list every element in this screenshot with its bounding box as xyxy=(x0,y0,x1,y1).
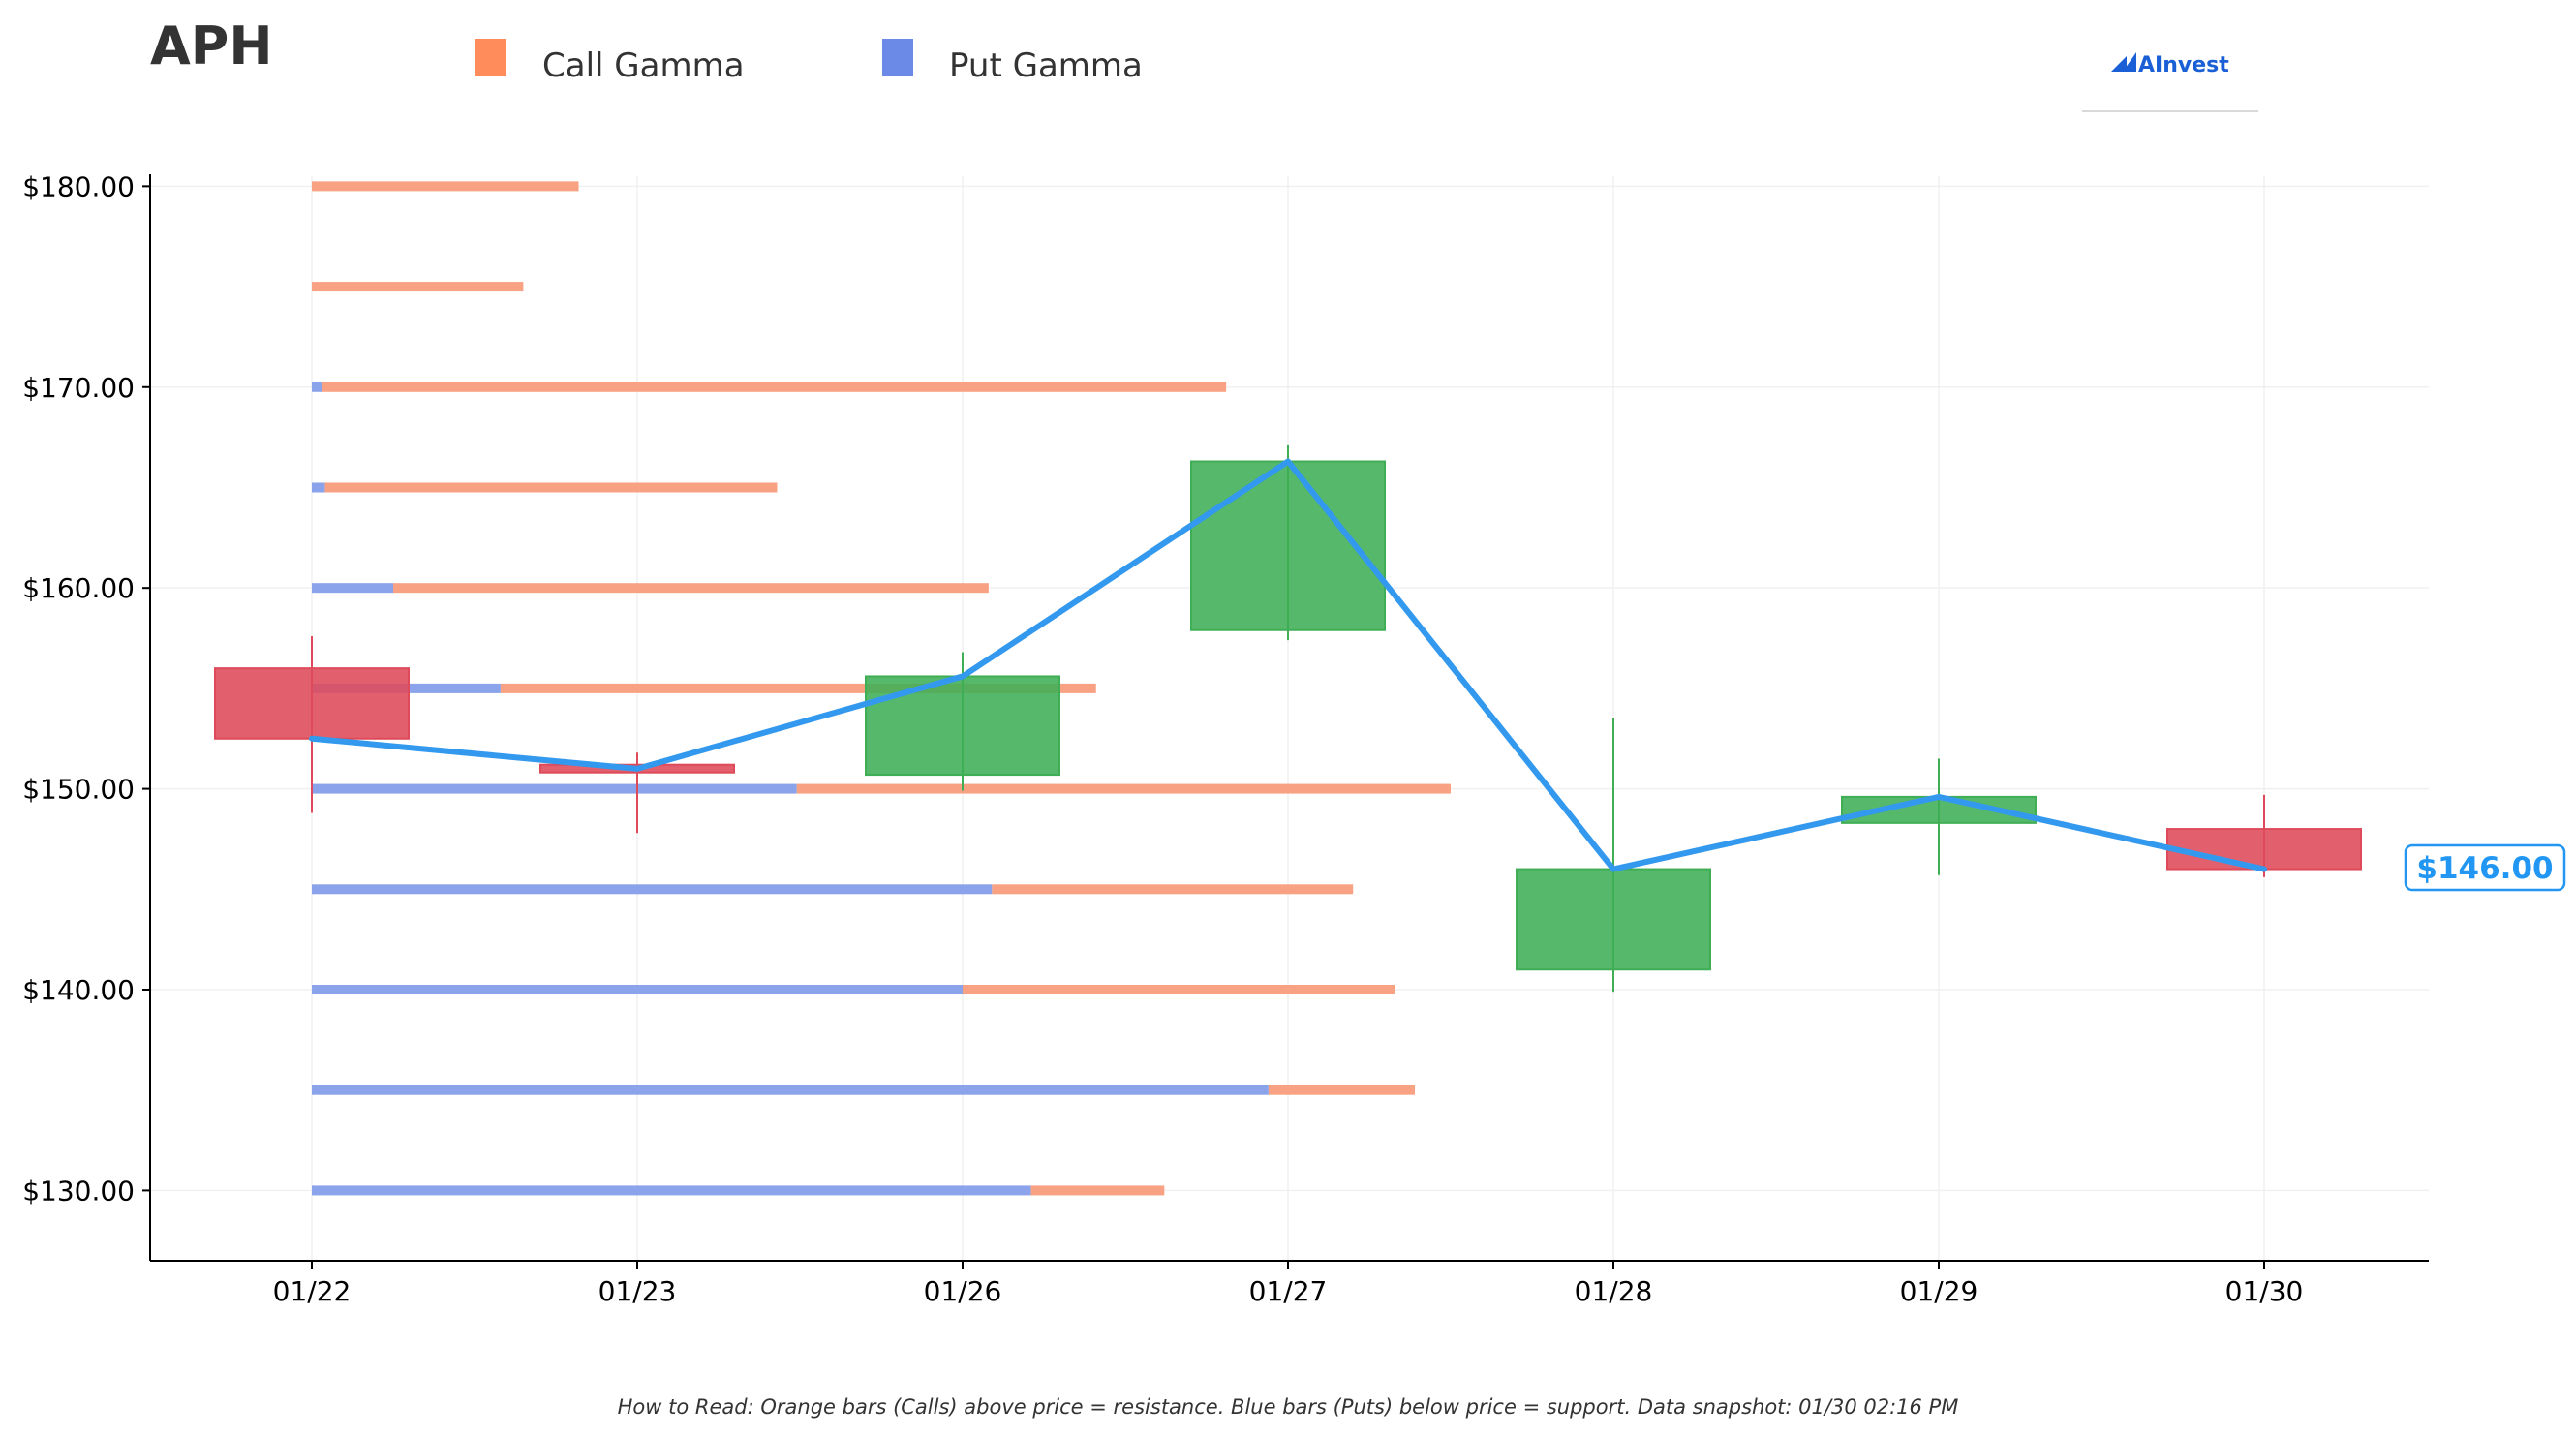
logo-text: AInvest xyxy=(2138,53,2229,77)
legend-put-label: Put Gamma xyxy=(949,46,1143,85)
y-tick-label: $160.00 xyxy=(22,572,135,604)
candle xyxy=(214,635,410,813)
candle xyxy=(2166,794,2362,877)
candle-body xyxy=(2166,828,2362,871)
x-tick-label: 01/23 xyxy=(598,1275,677,1307)
chart-title: APH xyxy=(150,15,273,76)
y-tick-label: $130.00 xyxy=(22,1175,135,1207)
call-gamma-bar xyxy=(500,683,1096,693)
legend-call-label: Call Gamma xyxy=(542,46,745,85)
grid-layer xyxy=(150,176,2429,1261)
candle xyxy=(1516,718,1711,993)
call-gamma-bar xyxy=(322,382,1227,392)
call-gamma-bar xyxy=(312,282,524,292)
legend-call-swatch xyxy=(475,39,506,76)
candle-body xyxy=(1516,868,1711,971)
put-gamma-bar xyxy=(312,985,963,994)
put-gamma-bar xyxy=(312,482,325,493)
put-gamma-bar xyxy=(312,1085,1269,1095)
candle xyxy=(1841,758,2037,875)
y-tick-label: $140.00 xyxy=(22,974,135,1006)
price-tag-text: $146.00 xyxy=(2416,851,2553,886)
put-gamma-bar xyxy=(312,583,393,594)
y-tick-label: $150.00 xyxy=(22,774,135,806)
call-gamma-bar xyxy=(992,884,1354,895)
call-gamma-bar xyxy=(1268,1085,1416,1095)
x-tick-label: 01/28 xyxy=(1575,1275,1653,1307)
logo-mark-icon xyxy=(2111,52,2136,72)
axes: $130.00 $140.00 $150.00 $160.00 $170.00 $180.… xyxy=(22,170,2429,1307)
x-tick-label: 01/22 xyxy=(273,1275,352,1307)
call-gamma-bar xyxy=(796,783,1451,794)
put-gamma-bar xyxy=(312,382,322,392)
x-tick-label: 01/30 xyxy=(2225,1275,2304,1307)
call-gamma-bar xyxy=(312,181,579,192)
x-tick-label: 01/26 xyxy=(924,1275,1002,1307)
call-gamma-bar xyxy=(324,482,778,493)
price-tag-box xyxy=(2404,843,2566,892)
footer-note: How to Read: Orange bars (Calls) above p… xyxy=(618,1395,1959,1419)
x-tick-label: 01/27 xyxy=(1249,1275,1328,1307)
put-gamma-bar xyxy=(312,884,993,895)
candle-body xyxy=(865,675,1060,777)
legend-put-swatch xyxy=(882,39,913,76)
close-line-layer xyxy=(309,458,2267,872)
candlesticks xyxy=(214,444,2362,993)
ainvest-logo: AInvest xyxy=(2082,52,2258,112)
candle-body xyxy=(214,667,410,740)
gamma-bars xyxy=(312,181,1451,1196)
close-price-line xyxy=(309,458,2267,872)
y-tick-label: $180.00 xyxy=(22,170,135,202)
call-gamma-bar xyxy=(393,583,989,594)
current-price-tag: $146.00 xyxy=(2404,843,2566,892)
y-tick-label: $170.00 xyxy=(22,372,135,404)
x-tick-label: 01/29 xyxy=(1900,1275,1978,1307)
call-gamma-bar xyxy=(963,985,1395,994)
put-gamma-bar xyxy=(312,783,797,794)
call-gamma-bar xyxy=(1030,1185,1165,1196)
put-gamma-bar xyxy=(312,1185,1031,1196)
